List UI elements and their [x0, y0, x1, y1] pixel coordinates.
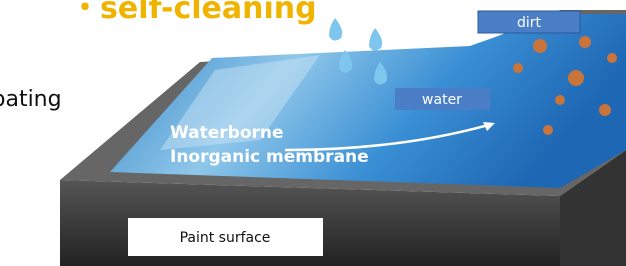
surface-label: Paint surface: [180, 230, 271, 246]
side-text: oating: [0, 87, 62, 112]
membrane-label: Waterborne: [170, 123, 284, 143]
diagram: ・self-cleaning oating m dirt water Water…: [0, 0, 626, 266]
membrane-label: Inorganic membrane: [170, 147, 369, 167]
water-label: water: [422, 92, 462, 108]
title: ・self-cleaning: [70, 0, 317, 26]
dirt-label: dirt: [517, 15, 542, 31]
